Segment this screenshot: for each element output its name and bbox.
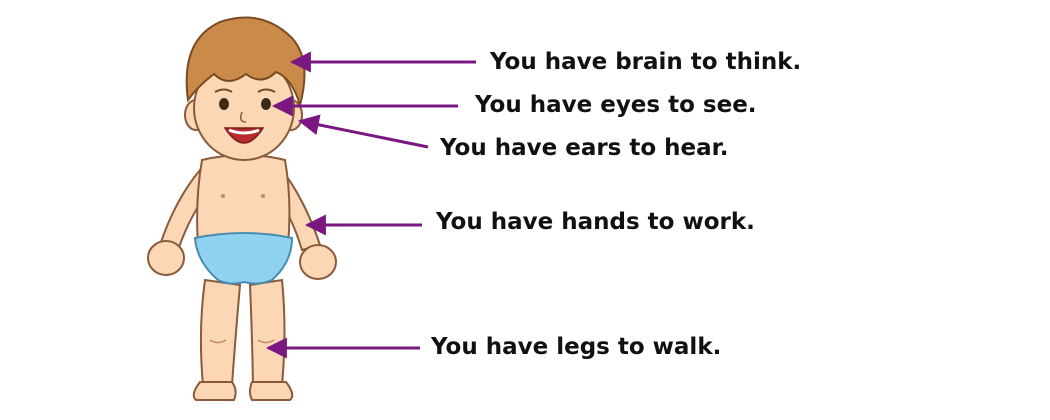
ears-label: You have ears to hear.	[440, 135, 729, 161]
ears-arrow	[297, 114, 429, 149]
eyes	[214, 88, 276, 110]
torso	[196, 154, 291, 246]
brain-label: You have brain to think.	[490, 49, 802, 75]
legs	[199, 278, 286, 386]
eyes-label: You have eyes to see.	[475, 92, 757, 118]
legs-label: You have legs to walk.	[431, 334, 722, 360]
hands-label: You have hands to work.	[436, 209, 755, 235]
feet	[192, 381, 294, 401]
nose	[239, 111, 247, 123]
diaper	[193, 232, 294, 285]
hair	[185, 16, 306, 109]
hands	[147, 240, 337, 280]
